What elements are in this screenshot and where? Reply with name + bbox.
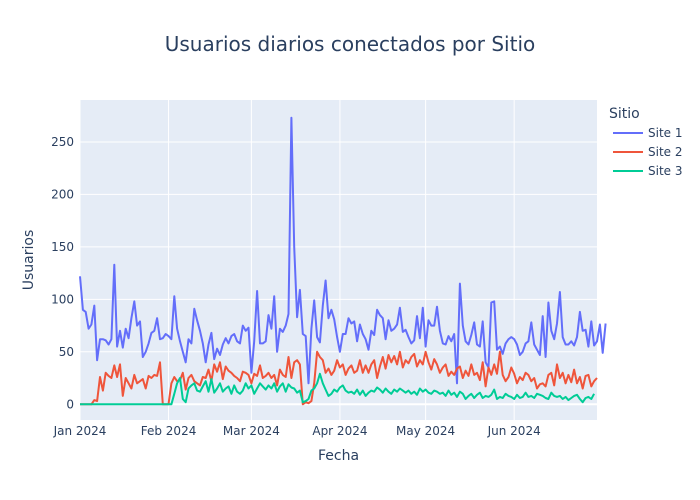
legend-label-2: Site 2 (648, 145, 683, 159)
y-axis-title: Usuarios (21, 230, 37, 291)
series-line-1 (79, 116, 607, 385)
chart-title: Usuarios diarios conectados por Sitio (165, 32, 536, 56)
y-tick-label: 200 (51, 187, 74, 201)
y-tick-label: 150 (51, 240, 74, 254)
series-line-3 (80, 372, 595, 406)
series-lines (79, 116, 607, 406)
legend-title: Sitio (609, 106, 640, 122)
legend-label-3: Site 3 (648, 164, 683, 178)
legend: Sitio Site 1 Site 2 Site 3 (609, 106, 683, 178)
y-axis-ticks: 0 50 100 150 200 250 (51, 135, 74, 411)
x-tick-label: Apr 2024 (312, 424, 367, 438)
x-tick-label: Jan 2024 (53, 424, 107, 438)
x-axis-title: Fecha (318, 448, 359, 464)
legend-label-1: Site 1 (648, 126, 683, 140)
x-tick-label: May 2024 (396, 424, 455, 438)
x-tick-label: Jun 2024 (487, 424, 541, 438)
y-tick-label: 0 (66, 397, 74, 411)
y-tick-label: 250 (51, 135, 74, 149)
x-axis-ticks: Jan 2024 Feb 2024 Mar 2024 Apr 2024 May 2024… (53, 424, 541, 438)
y-tick-label: 100 (51, 292, 74, 306)
y-tick-label: 50 (59, 345, 74, 359)
x-tick-label: Feb 2024 (141, 424, 197, 438)
x-tick-label: Mar 2024 (223, 424, 280, 438)
